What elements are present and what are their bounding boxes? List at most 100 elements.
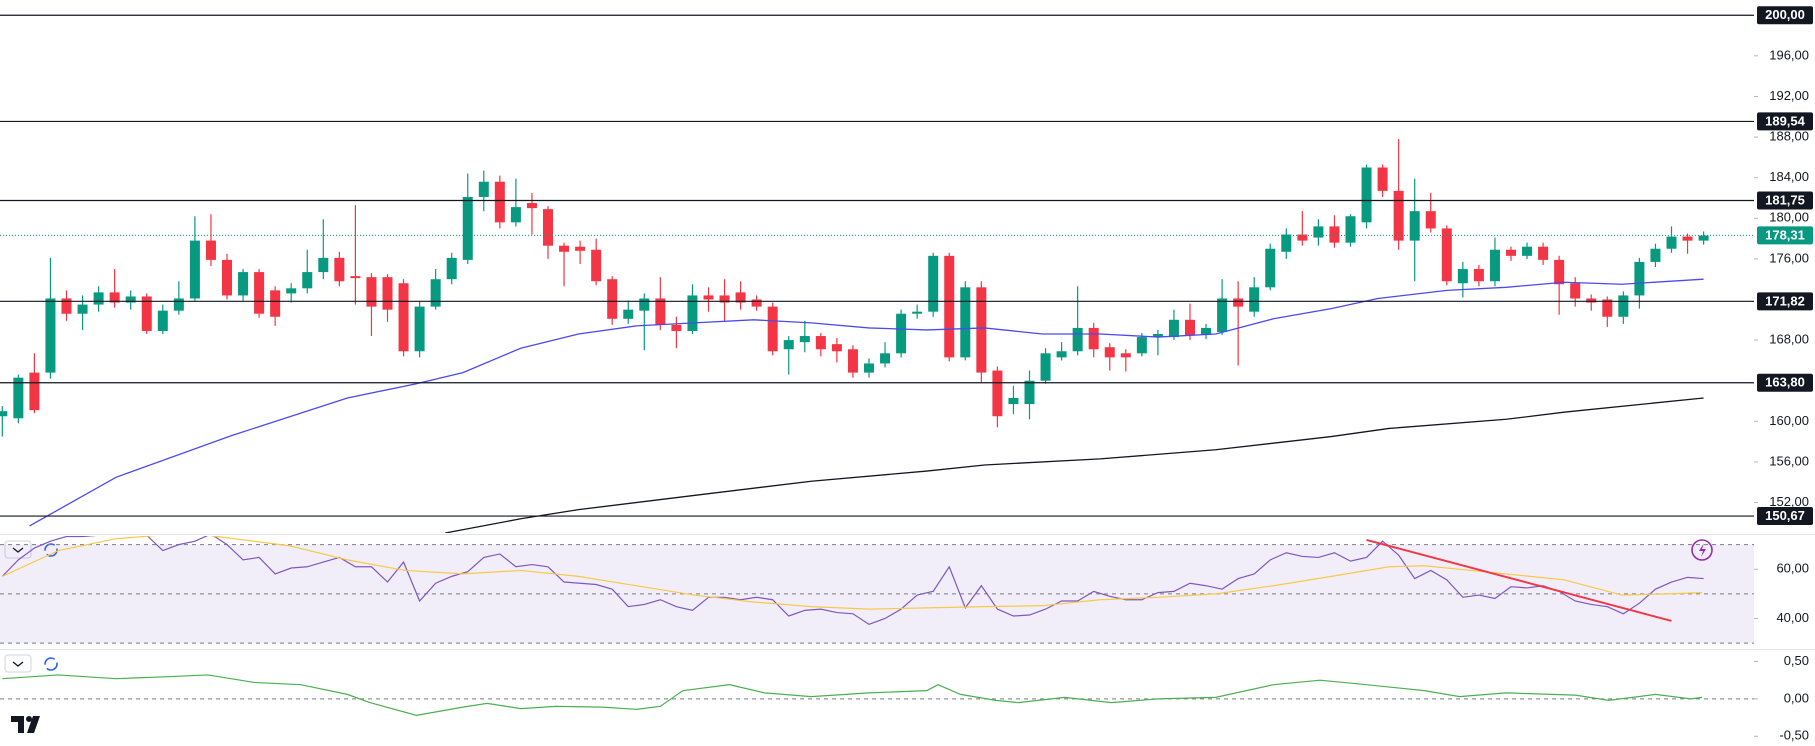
chevron-icon	[12, 661, 24, 667]
candle-body	[1249, 287, 1260, 312]
candle-body	[1313, 226, 1324, 238]
candle-body	[526, 203, 537, 209]
candle-body	[912, 311, 923, 314]
refresh-icon[interactable]	[44, 543, 58, 557]
last-price-label: 178,31	[1765, 227, 1805, 242]
candle-body	[157, 310, 168, 331]
logo-dot	[26, 716, 32, 722]
candle-body	[880, 353, 891, 364]
candle-body	[960, 287, 971, 358]
candle-body	[1634, 261, 1645, 296]
candle-body	[1586, 298, 1597, 303]
candle-body	[1650, 248, 1661, 262]
candle-body	[1457, 269, 1468, 284]
candle-body	[831, 344, 842, 352]
candle-body	[1377, 167, 1388, 191]
candle-body	[1409, 211, 1420, 241]
candle-body	[687, 295, 698, 331]
candle-body	[1473, 269, 1484, 282]
candle-body	[655, 298, 666, 325]
y-tick-label: 188,00	[1769, 128, 1809, 143]
candle-body	[1072, 327, 1083, 352]
osc-controls[interactable]	[4, 654, 58, 673]
y-tick-label: 152,00	[1769, 494, 1809, 509]
candle-body	[559, 245, 570, 252]
candle-body	[1152, 334, 1163, 338]
candle-body	[1233, 298, 1244, 307]
candle-body	[1489, 249, 1500, 282]
candle-body	[1602, 299, 1613, 317]
candle-body	[1040, 353, 1051, 381]
level-label-box	[1757, 112, 1813, 131]
candle-body	[189, 240, 200, 299]
collapse-button[interactable]	[4, 654, 32, 673]
candle-body	[1297, 234, 1308, 241]
y-tick-label: 184,00	[1769, 169, 1809, 184]
candle-body	[799, 336, 810, 343]
level-label-box	[1757, 191, 1813, 210]
y-tick-label: 156,00	[1769, 453, 1809, 468]
candle-body	[1136, 337, 1147, 354]
trend-line	[1366, 538, 1672, 622]
candle-body	[575, 246, 586, 251]
y-tick-label: 160,00	[1769, 413, 1809, 428]
candle-body	[478, 181, 489, 197]
candle-body	[1088, 327, 1099, 350]
candle-body	[1217, 298, 1228, 332]
candle-body	[1281, 234, 1292, 252]
candle-body	[703, 295, 714, 300]
candle-body	[1185, 319, 1195, 336]
candle-body	[93, 292, 104, 305]
candle-body	[366, 277, 377, 307]
rsi-controls[interactable]	[4, 540, 58, 559]
lightning	[1699, 543, 1706, 557]
candle-body	[1201, 327, 1212, 336]
candle-body	[0, 411, 8, 417]
candle-body	[1425, 211, 1436, 229]
candle-body	[1008, 397, 1019, 405]
candle-body	[1522, 246, 1533, 256]
refresh-icon[interactable]	[44, 657, 58, 671]
last-price-box	[1757, 226, 1813, 245]
candle-body	[1506, 249, 1516, 256]
candle-body	[510, 207, 521, 223]
line-series	[2, 536, 1703, 610]
line-series	[2, 674, 1703, 716]
y-tick-label: 176,00	[1769, 250, 1809, 265]
candle-body	[350, 276, 361, 279]
candle-body	[1570, 283, 1581, 299]
candle-body	[109, 292, 120, 303]
candle-body	[1441, 228, 1452, 282]
level-label: 171,82	[1765, 293, 1805, 308]
candle-body	[1361, 167, 1372, 223]
candle-body	[719, 295, 730, 303]
candle-body	[607, 279, 618, 319]
candle-body	[61, 298, 72, 314]
candle-body	[751, 299, 762, 307]
y-tick-label: 60,00	[1776, 561, 1809, 576]
candle-body	[1168, 319, 1179, 338]
candle-body	[1056, 351, 1067, 358]
logo-shape	[11, 716, 40, 733]
line-series	[445, 397, 1704, 533]
y-tick-label: 0,50	[1784, 653, 1809, 668]
candle-body	[1554, 259, 1565, 285]
level-label-box	[1757, 373, 1813, 392]
candle-body	[1666, 236, 1677, 249]
candle-body	[205, 240, 216, 260]
candle-body	[238, 272, 249, 296]
candle-body	[1345, 216, 1356, 243]
candle-body	[1265, 248, 1276, 288]
y-tick-label: 196,00	[1769, 47, 1809, 62]
collapse-button[interactable]	[4, 540, 32, 559]
candle-body	[864, 363, 874, 373]
candle-body	[992, 370, 1003, 417]
level-label-box	[1757, 292, 1813, 311]
candle-body	[1538, 246, 1549, 260]
candle-body	[1393, 190, 1404, 241]
y-tick-label: 40,00	[1776, 610, 1809, 625]
candle-body	[125, 296, 136, 303]
candle-body	[77, 304, 88, 314]
candle-body	[414, 306, 425, 352]
